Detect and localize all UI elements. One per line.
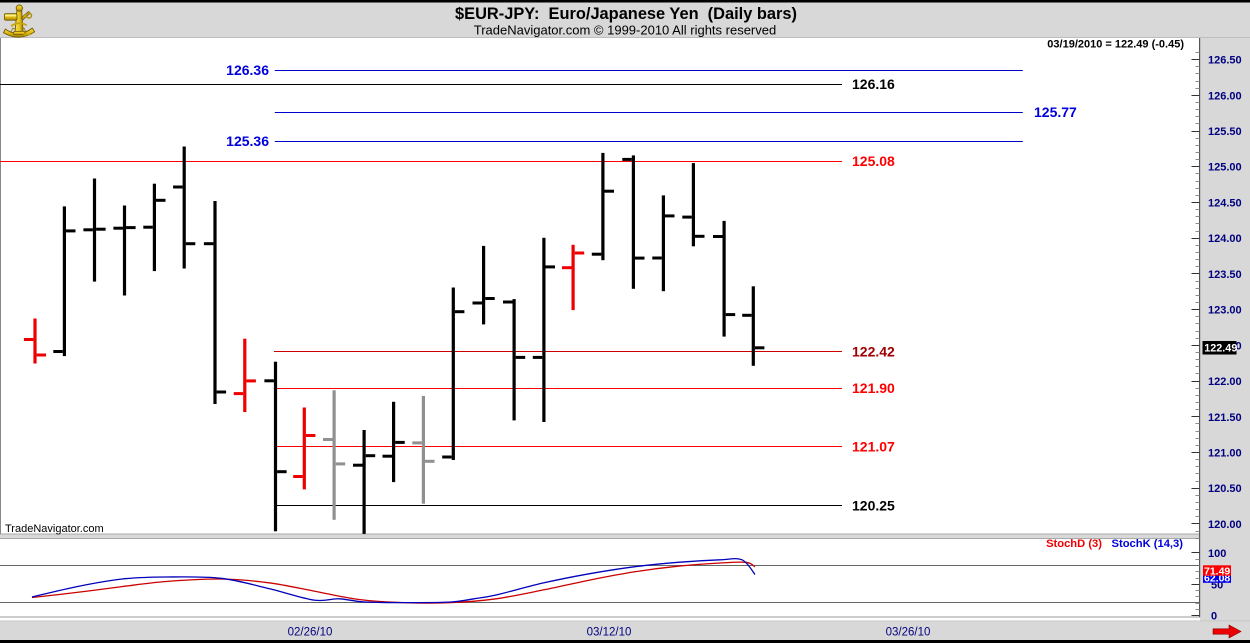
svg-text:100: 100 xyxy=(1208,548,1226,560)
svg-text:123.50: 123.50 xyxy=(1208,269,1242,281)
svg-text:125.50: 125.50 xyxy=(1208,126,1242,138)
svg-text:126.36: 126.36 xyxy=(226,62,269,78)
svg-text:125.36: 125.36 xyxy=(226,133,269,149)
svg-text:StochD (3): StochD (3) xyxy=(1046,538,1102,550)
svg-text:121.00: 121.00 xyxy=(1208,447,1242,459)
svg-text:126.16: 126.16 xyxy=(852,76,895,92)
svg-text:StochK (14,3): StochK (14,3) xyxy=(1112,538,1184,550)
svg-text:124.00: 124.00 xyxy=(1208,233,1242,245)
svg-text:126.50: 126.50 xyxy=(1208,55,1242,67)
svg-text:122.49: 122.49 xyxy=(1204,343,1237,355)
svg-text:122.00: 122.00 xyxy=(1208,376,1242,388)
svg-text:TradeNavigator.com © 1999-2010: TradeNavigator.com © 1999-2010 All right… xyxy=(474,22,776,37)
svg-text:122.42: 122.42 xyxy=(852,344,895,360)
svg-text:02/26/10: 02/26/10 xyxy=(288,627,333,639)
svg-text:121.07: 121.07 xyxy=(852,439,895,455)
svg-text:124.50: 124.50 xyxy=(1208,197,1242,209)
svg-text:120.25: 120.25 xyxy=(852,498,895,514)
svg-text:03/19/2010 = 122.49 (-0.45): 03/19/2010 = 122.49 (-0.45) xyxy=(1047,39,1184,51)
svg-text:125.77: 125.77 xyxy=(1034,104,1077,120)
svg-text:120.50: 120.50 xyxy=(1208,483,1242,495)
svg-text:125.08: 125.08 xyxy=(852,153,895,169)
svg-text:123.00: 123.00 xyxy=(1208,305,1242,317)
svg-text:126.00: 126.00 xyxy=(1208,90,1242,102)
svg-text:TradeNavigator.com: TradeNavigator.com xyxy=(5,523,104,535)
svg-text:0: 0 xyxy=(1211,611,1217,623)
svg-text:121.50: 121.50 xyxy=(1208,412,1242,424)
svg-text:$EUR-JPY: Euro/Japanese Yen: $EUR-JPY: Euro/Japanese Yen (Daily bars) xyxy=(455,5,797,23)
svg-text:121.90: 121.90 xyxy=(852,380,895,396)
svg-text:125.00: 125.00 xyxy=(1208,162,1242,174)
svg-text:03/26/10: 03/26/10 xyxy=(886,627,931,639)
svg-text:120.00: 120.00 xyxy=(1208,519,1242,531)
svg-text:71.49: 71.49 xyxy=(1204,565,1230,577)
svg-text:03/12/10: 03/12/10 xyxy=(587,627,632,639)
